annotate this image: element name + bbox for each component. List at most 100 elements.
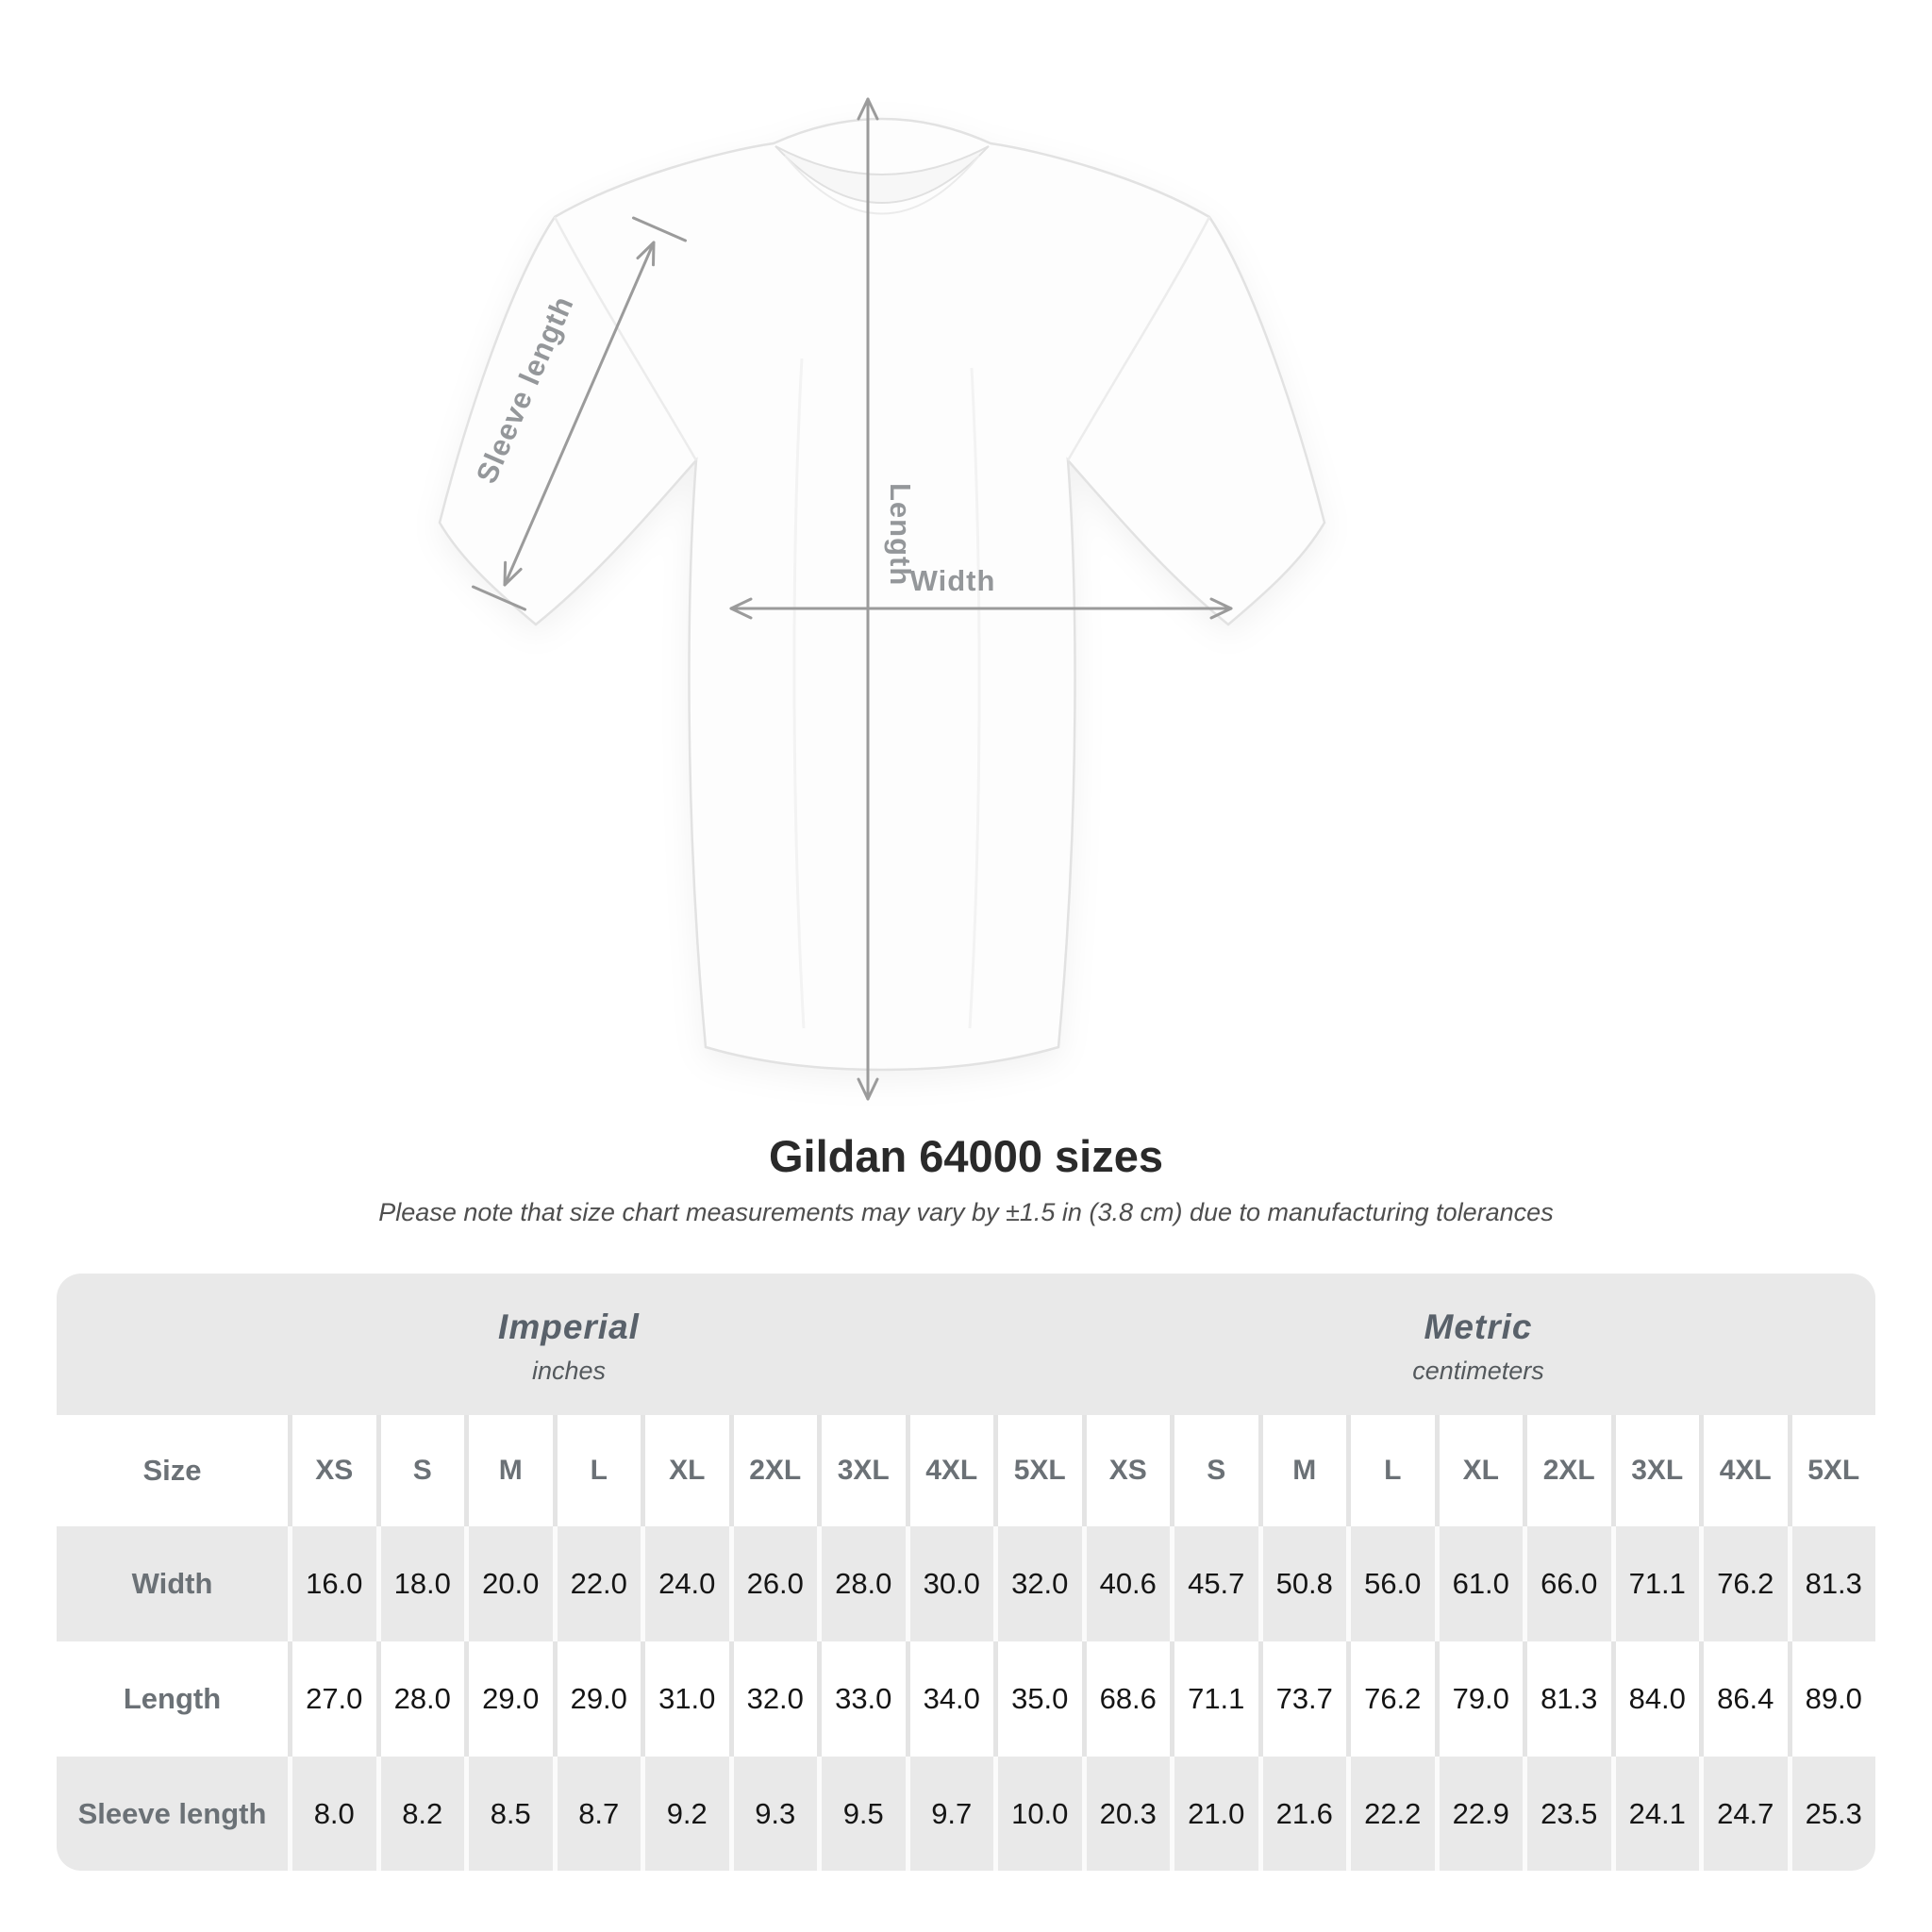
- sleeve-imperial-2xl: 9.3: [728, 1757, 818, 1871]
- length-row-label: Length: [123, 1682, 222, 1715]
- imperial-header: Imperial inches: [57, 1274, 1081, 1415]
- length-imperial-xs: 27.0: [288, 1641, 376, 1757]
- sleeve-imperial-xl: 9.2: [641, 1757, 729, 1871]
- length-metric-2xl: 81.3: [1523, 1641, 1611, 1757]
- width-imperial-xl: 24.0: [641, 1526, 729, 1641]
- size-col-metric-xs: XS: [1081, 1415, 1171, 1526]
- sleeve-imperial-l: 8.7: [552, 1757, 641, 1871]
- width-imperial-s: 18.0: [375, 1526, 465, 1641]
- arrowhead-up-icon: [857, 97, 879, 121]
- size-col-imperial-4xl: 4XL: [905, 1415, 994, 1526]
- width-imperial-l: 22.0: [552, 1526, 641, 1641]
- sleeve-metric-2xl: 23.5: [1523, 1757, 1611, 1871]
- sleeve-tick-bottom: [472, 585, 526, 611]
- size-col-imperial-xl: XL: [641, 1415, 729, 1526]
- width-metric-xl: 61.0: [1434, 1526, 1524, 1641]
- width-metric-s: 45.7: [1170, 1526, 1258, 1641]
- arrowhead-right-icon: [1209, 597, 1233, 620]
- length-imperial-2xl: 32.0: [728, 1641, 818, 1757]
- sleeve-metric-3xl: 24.1: [1610, 1757, 1700, 1871]
- tshirt-image: [438, 117, 1326, 1072]
- width-metric-m: 50.8: [1257, 1526, 1347, 1641]
- length-label: Length: [884, 483, 917, 586]
- length-metric-s: 71.1: [1170, 1641, 1258, 1757]
- tolerance-note: Please note that size chart measurements…: [378, 1198, 1554, 1226]
- size-col-imperial-s: S: [375, 1415, 465, 1526]
- width-imperial-m: 20.0: [464, 1526, 553, 1641]
- length-metric-xl: 79.0: [1434, 1641, 1524, 1757]
- sleeve-imperial-3xl: 9.5: [817, 1757, 906, 1871]
- length-metric-4xl: 86.4: [1699, 1641, 1788, 1757]
- length-imperial-5xl: 35.0: [993, 1641, 1082, 1757]
- size-col-metric-l: L: [1346, 1415, 1435, 1526]
- page-title: Gildan 64000 sizes: [768, 1131, 1164, 1181]
- sleeve-imperial-5xl: 10.0: [993, 1757, 1082, 1871]
- length-row: Length 27.0 28.0 29.0 29.0 31.0 32.0 33.…: [57, 1641, 1875, 1757]
- length-imperial-m: 29.0: [464, 1641, 553, 1757]
- width-row-label: Width: [131, 1567, 213, 1600]
- width-dimension-arrow: Width: [729, 564, 1233, 620]
- sleeve-metric-l: 22.2: [1346, 1757, 1435, 1871]
- sleeve-row-label: Sleeve length: [77, 1796, 267, 1830]
- arrowhead-sleeve-top-icon: [636, 241, 656, 267]
- length-metric-3xl: 84.0: [1610, 1641, 1700, 1757]
- length-imperial-l: 29.0: [552, 1641, 641, 1757]
- width-imperial-4xl: 30.0: [905, 1526, 994, 1641]
- length-imperial-4xl: 34.0: [905, 1641, 994, 1757]
- width-metric-5xl: 81.3: [1787, 1526, 1876, 1641]
- size-col-imperial-xs: XS: [288, 1415, 376, 1526]
- length-metric-xs: 68.6: [1081, 1641, 1171, 1757]
- size-header-row: Size XS S M L XL 2XL 3XL 4XL 5XL XS S M …: [57, 1415, 1875, 1526]
- size-col-metric-4xl: 4XL: [1699, 1415, 1788, 1526]
- imperial-unit: inches: [531, 1356, 607, 1385]
- sleeve-metric-4xl: 24.7: [1699, 1757, 1788, 1871]
- width-imperial-3xl: 28.0: [817, 1526, 906, 1641]
- width-imperial-2xl: 26.0: [728, 1526, 818, 1641]
- imperial-title: Imperial: [498, 1307, 640, 1346]
- sleeve-imperial-s: 8.2: [375, 1757, 465, 1871]
- size-col-imperial-3xl: 3XL: [817, 1415, 906, 1526]
- sleeve-length-row: Sleeve length 8.0 8.2 8.5 8.7 9.2 9.3 9.…: [57, 1757, 1875, 1871]
- collar: [774, 145, 990, 204]
- size-row-label: Size: [142, 1454, 202, 1487]
- tshirt-body-shape: [438, 117, 1326, 1072]
- sleeve-metric-s: 21.0: [1170, 1757, 1258, 1871]
- size-col-imperial-m: M: [464, 1415, 553, 1526]
- size-col-metric-2xl: 2XL: [1523, 1415, 1611, 1526]
- width-row: Width 16.0 18.0 20.0 22.0 24.0 26.0 28.0…: [57, 1526, 1875, 1641]
- length-imperial-xl: 31.0: [641, 1641, 729, 1757]
- sleeve-metric-5xl: 25.3: [1787, 1757, 1876, 1871]
- width-metric-3xl: 71.1: [1610, 1526, 1700, 1641]
- width-imperial-xs: 16.0: [288, 1526, 376, 1641]
- length-imperial-s: 28.0: [375, 1641, 465, 1757]
- width-metric-l: 56.0: [1346, 1526, 1435, 1641]
- arrowhead-left-icon: [729, 597, 753, 620]
- metric-title: Metric: [1424, 1307, 1533, 1346]
- size-col-metric-xl: XL: [1434, 1415, 1524, 1526]
- metric-header: Metric centimeters: [1081, 1274, 1875, 1415]
- length-dimension-arrow: Length: [857, 97, 917, 1101]
- fabric-fold-left: [792, 358, 806, 1029]
- width-imperial-5xl: 32.0: [993, 1526, 1082, 1641]
- size-col-metric-3xl: 3XL: [1610, 1415, 1700, 1526]
- right-sleeve-seam: [1066, 216, 1211, 461]
- unit-header-row: Imperial inches Metric centimeters: [57, 1274, 1875, 1415]
- sleeve-tick-top: [632, 216, 687, 242]
- size-col-imperial-2xl: 2XL: [728, 1415, 818, 1526]
- arrowhead-sleeve-bottom-icon: [503, 560, 523, 587]
- length-metric-5xl: 89.0: [1787, 1641, 1876, 1757]
- sleeve-imperial-4xl: 9.7: [905, 1757, 994, 1871]
- width-metric-4xl: 76.2: [1699, 1526, 1788, 1641]
- metric-unit: centimeters: [1412, 1356, 1544, 1385]
- size-col-imperial-l: L: [552, 1415, 641, 1526]
- sleeve-metric-xs: 20.3: [1081, 1757, 1171, 1871]
- width-metric-xs: 40.6: [1081, 1526, 1171, 1641]
- size-col-metric-s: S: [1170, 1415, 1258, 1526]
- size-col-metric-m: M: [1257, 1415, 1347, 1526]
- size-col-metric-5xl: 5XL: [1787, 1415, 1876, 1526]
- sleeve-imperial-xs: 8.0: [288, 1757, 376, 1871]
- left-sleeve-seam: [553, 216, 698, 461]
- size-col-imperial-5xl: 5XL: [993, 1415, 1082, 1526]
- length-metric-l: 76.2: [1346, 1641, 1435, 1757]
